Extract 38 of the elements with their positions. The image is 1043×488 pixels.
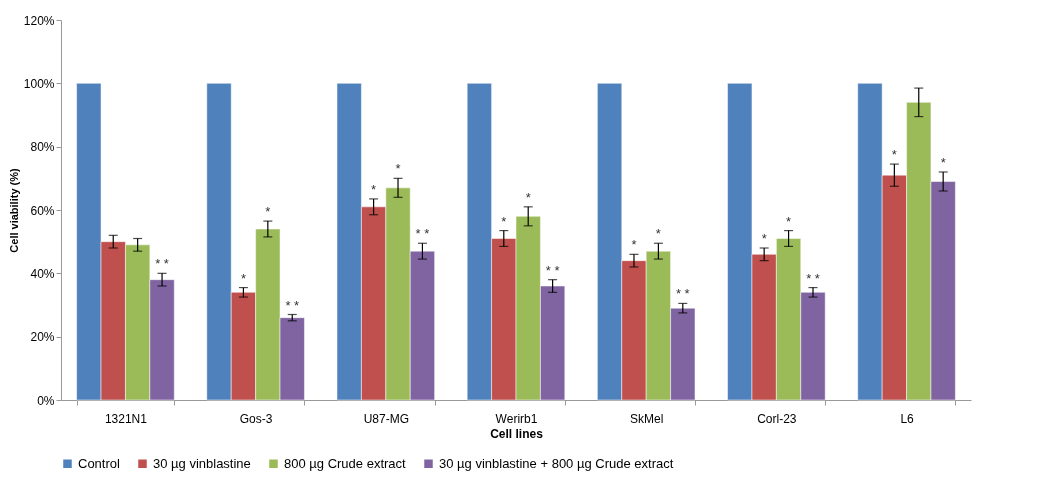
legend-label: Control [78, 455, 121, 471]
data-label: * * [415, 226, 430, 242]
data-label: * [655, 226, 661, 242]
legend-label: 30 µg vinblastine [153, 455, 251, 471]
x-tick-label: SkMel [630, 411, 664, 426]
data-label: * [240, 270, 246, 286]
y-axis-title: Cell viability (%) [7, 167, 20, 253]
data-label: * [940, 155, 946, 170]
x-tick-label: Gos-3 [239, 411, 273, 426]
data-label: * [525, 189, 531, 205]
y-tick-label: 60% [30, 203, 55, 218]
x-tick-label: Werirb1 [495, 411, 538, 426]
data-label: * * [806, 270, 820, 286]
data-label: * [786, 213, 792, 229]
legend-label: 30 µg vinblastine + 800 µg Crude extract [439, 455, 674, 471]
data-label: * * [545, 262, 560, 278]
x-tick-label: L6 [900, 411, 915, 426]
data-label: * [891, 147, 897, 163]
data-label: * [761, 231, 767, 246]
y-tick-label: 100% [23, 76, 55, 91]
data-label: * [631, 237, 637, 253]
y-tick-label: 40% [30, 266, 55, 281]
data-label: * [265, 204, 271, 220]
x-tick-label: Corl-23 [757, 411, 797, 426]
data-label: * * [285, 297, 300, 313]
x-tick-label: 1321N1 [104, 411, 148, 426]
data-label: * [501, 213, 507, 229]
y-tick-label: 80% [30, 140, 55, 155]
data-label: * [371, 181, 377, 197]
y-tick-label: 20% [30, 330, 55, 345]
x-tick-label: U87-MG [363, 411, 409, 426]
legend-label: 800 µg Crude extract [284, 455, 407, 471]
y-tick-label: 120% [23, 13, 55, 28]
y-tick-label: 0% [37, 393, 55, 408]
data-label: * [395, 161, 401, 177]
data-label: * * [155, 256, 169, 272]
data-label: * * [675, 286, 690, 302]
x-axis-title: Cell lines [490, 426, 544, 441]
